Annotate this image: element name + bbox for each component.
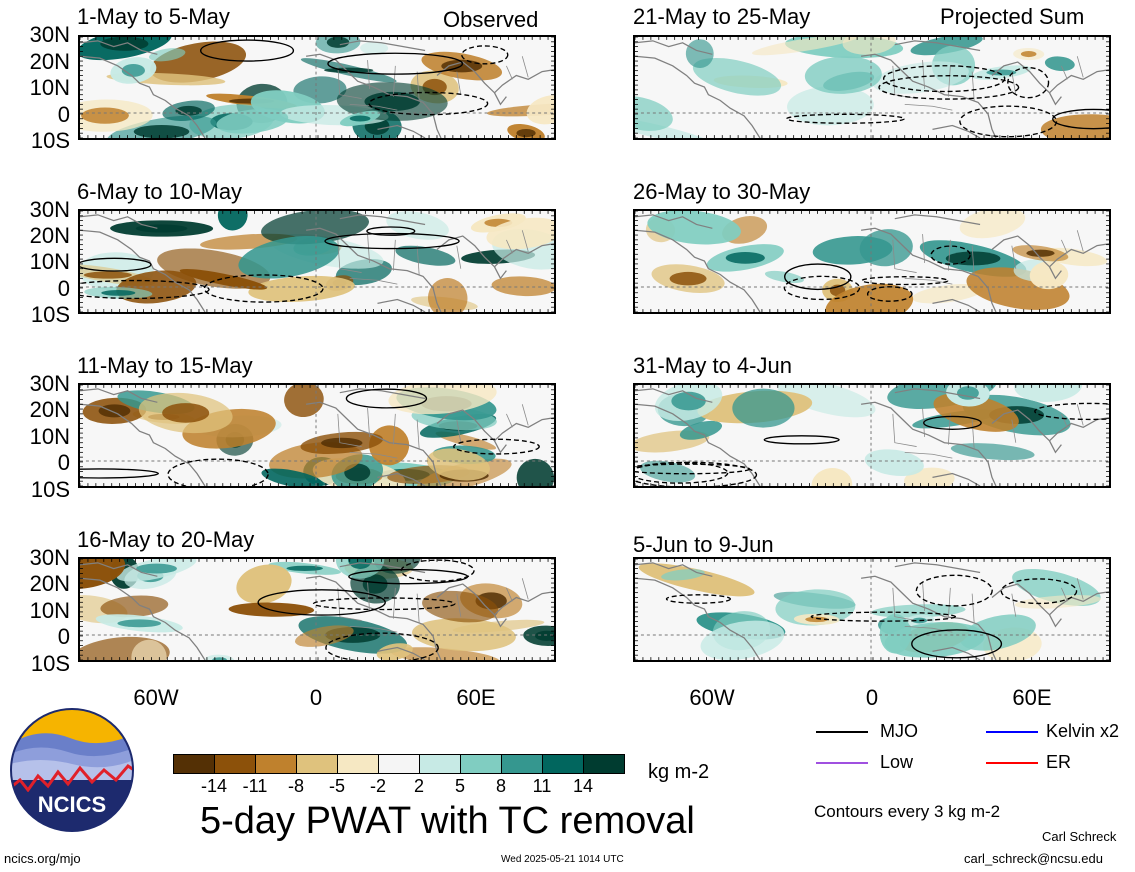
map-panel-3 bbox=[78, 383, 556, 488]
lat-label: 20N bbox=[29, 571, 70, 596]
map-panel-4 bbox=[78, 557, 556, 662]
colorbar-tick: -5 bbox=[328, 776, 345, 796]
legend-swatch-er bbox=[986, 762, 1038, 764]
lon-label: 60E bbox=[1012, 685, 1052, 710]
lat-label: 10S bbox=[30, 302, 70, 327]
footer-email[interactable]: carl_schreck@ncsu.edu bbox=[964, 851, 1103, 866]
colorbar-tick: 11 bbox=[532, 776, 552, 796]
map-panel-8 bbox=[633, 557, 1111, 662]
panel-title-2: 6-May to 10-May bbox=[77, 179, 243, 204]
lat-label: 10N bbox=[29, 424, 70, 449]
map-svg bbox=[80, 211, 554, 312]
map-panel-2 bbox=[78, 209, 556, 314]
observed-label: Observed bbox=[443, 7, 539, 32]
panel-title-7: 31-May to 4-Jun bbox=[633, 353, 792, 378]
panel-title-1: 1-May to 5-May bbox=[77, 4, 230, 29]
colorbar-swatch bbox=[337, 754, 379, 774]
legend-swatch-mjo bbox=[816, 731, 868, 733]
colorbar-swatch bbox=[255, 754, 297, 774]
colorbar: -14 -11 -8 -5 -2 2 5 8 11 14 bbox=[173, 754, 626, 802]
lat-label: 10S bbox=[30, 651, 70, 676]
lon-label: 0 bbox=[865, 685, 879, 710]
map-svg bbox=[635, 211, 1109, 312]
lat-label: 0 bbox=[57, 276, 70, 301]
map-panel-7 bbox=[633, 383, 1111, 488]
map-svg bbox=[635, 559, 1109, 660]
colorbar-swatch bbox=[173, 754, 215, 774]
colorbar-tick: -8 bbox=[287, 776, 304, 796]
lon-label: 60E bbox=[456, 685, 496, 710]
lat-label: 0 bbox=[57, 450, 70, 475]
map-svg bbox=[635, 385, 1109, 486]
map-panel-6 bbox=[633, 209, 1111, 314]
colorbar-tick: -11 bbox=[242, 776, 268, 796]
colorbar-swatch bbox=[378, 754, 420, 774]
map-svg bbox=[80, 385, 554, 486]
contour-note: Contours every 3 kg m-2 bbox=[814, 802, 1001, 821]
colorbar-units: kg m-2 bbox=[648, 761, 710, 783]
legend-label-kelvin: Kelvin x2 bbox=[1046, 721, 1120, 741]
lat-label: 30N bbox=[29, 371, 70, 396]
colorbar-swatch bbox=[583, 754, 625, 774]
legend-swatch-low bbox=[816, 762, 868, 764]
colorbar-swatch bbox=[460, 754, 502, 774]
projected-label: Projected Sum bbox=[940, 4, 1085, 29]
logo-text: NCICS bbox=[38, 792, 106, 817]
lat-label: 20N bbox=[29, 223, 70, 248]
lat-label: 10N bbox=[29, 249, 70, 274]
lat-label: 10S bbox=[30, 128, 70, 153]
colorbar-tick: 14 bbox=[572, 776, 594, 796]
panel-title-3: 11-May to 15-May bbox=[77, 353, 253, 378]
colorbar-tick: -2 bbox=[369, 776, 386, 796]
ncics-logo: NCICS bbox=[10, 708, 134, 832]
footer-url[interactable]: ncics.org/mjo bbox=[4, 851, 81, 866]
lat-label: 10N bbox=[29, 598, 70, 623]
legend-label-mjo: MJO bbox=[880, 721, 918, 741]
panel-title-8: 5-Jun to 9-Jun bbox=[633, 532, 774, 557]
lon-label: 0 bbox=[309, 685, 323, 710]
panel-title-6: 26-May to 30-May bbox=[633, 179, 811, 204]
map-svg bbox=[635, 37, 1109, 138]
colorbar-tick: 8 bbox=[495, 776, 506, 796]
legend-label-er: ER bbox=[1046, 752, 1072, 772]
map-svg bbox=[80, 37, 554, 138]
panel-title-5: 21-May to 25-May bbox=[633, 4, 811, 29]
colorbar-swatch bbox=[419, 754, 461, 774]
lat-label: 30N bbox=[29, 197, 70, 222]
lon-label: 60W bbox=[133, 685, 179, 710]
lat-label: 20N bbox=[29, 49, 70, 74]
colorbar-swatch bbox=[542, 754, 584, 774]
colorbar-swatch bbox=[501, 754, 543, 774]
map-panel-5 bbox=[633, 35, 1111, 140]
lat-label: 30N bbox=[29, 22, 70, 47]
lat-label: 30N bbox=[29, 545, 70, 570]
colorbar-swatch bbox=[296, 754, 338, 774]
footer-author: Carl Schreck bbox=[1042, 829, 1117, 844]
legend-swatch-kelvin bbox=[986, 731, 1038, 733]
colorbar-tick: 2 bbox=[413, 776, 424, 796]
colorbar-tick: -14 bbox=[200, 776, 227, 796]
lon-label: 60W bbox=[689, 685, 735, 710]
lat-label: 10N bbox=[29, 75, 70, 100]
lat-label: 20N bbox=[29, 397, 70, 422]
lat-label: 0 bbox=[57, 624, 70, 649]
lat-label: 0 bbox=[57, 102, 70, 127]
figure-title: 5-day PWAT with TC removal bbox=[200, 800, 695, 842]
map-panel-1 bbox=[78, 35, 556, 140]
legend-label-low: Low bbox=[880, 752, 914, 772]
footer-timestamp: Wed 2025-05-21 1014 UTC bbox=[501, 854, 624, 865]
logo-graphic: NCICS bbox=[10, 708, 134, 832]
panel-title-4: 16-May to 20-May bbox=[77, 527, 255, 552]
colorbar-swatch bbox=[214, 754, 256, 774]
map-svg bbox=[80, 559, 554, 660]
lat-label: 10S bbox=[30, 477, 70, 502]
colorbar-tick: 5 bbox=[454, 776, 465, 796]
